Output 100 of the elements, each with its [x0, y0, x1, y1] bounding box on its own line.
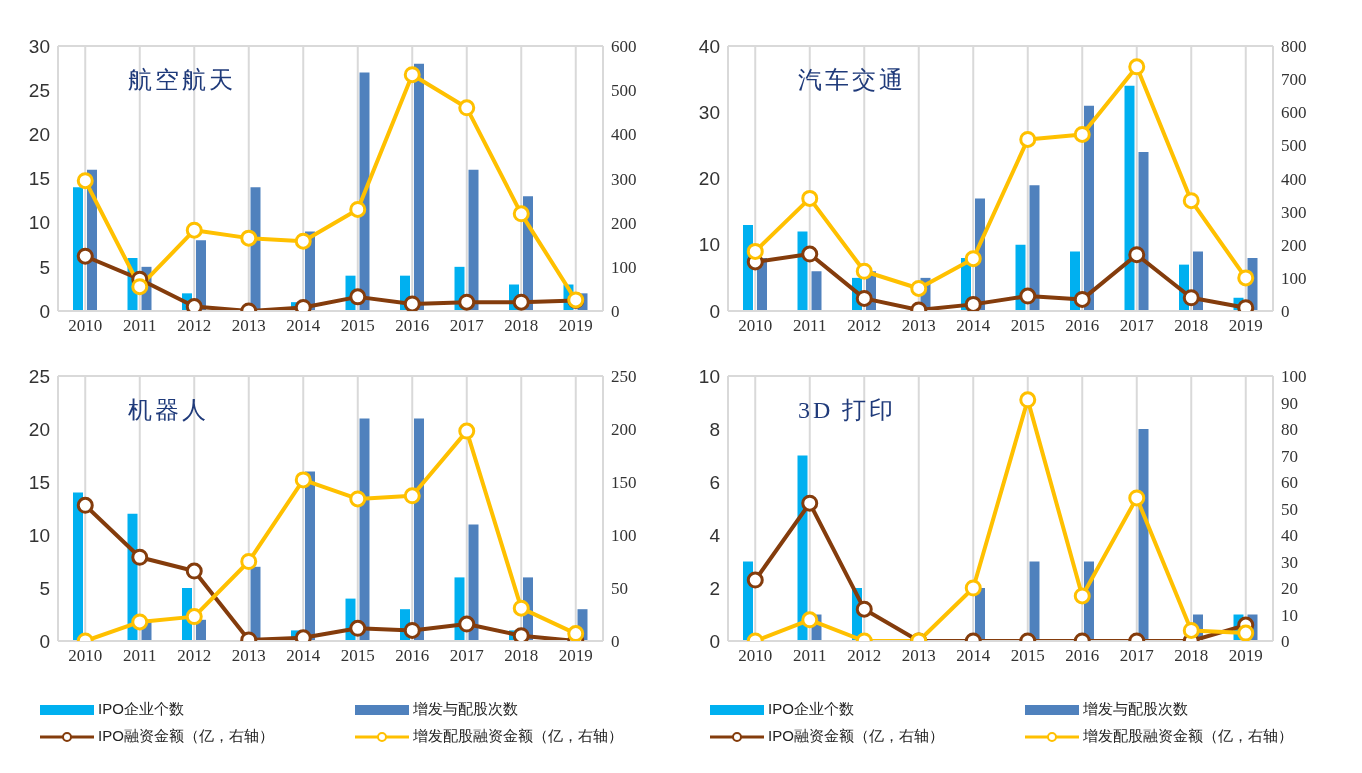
x-tick-label: 2013 — [901, 316, 936, 336]
y-tick-label: 20 — [28, 124, 50, 146]
x-tick-label: 2017 — [1119, 646, 1155, 666]
y-tick-label: 20 — [28, 418, 50, 440]
y-tick-label: 8 — [709, 418, 720, 440]
y2-tick-label: 60 — [1281, 473, 1298, 493]
x-tick-label: 2012 — [177, 316, 212, 336]
y-tick-label: 6 — [709, 471, 720, 493]
y2-tick-label: 250 — [611, 367, 637, 387]
y-tick-label: 2 — [709, 577, 720, 599]
x-tick-label: 2017 — [449, 646, 485, 666]
x-tick-label: 2017 — [449, 316, 485, 336]
y-tick-label: 30 — [28, 35, 50, 57]
y2-tick-label: 200 — [1281, 235, 1307, 255]
x-tick-label: 2017 — [1119, 316, 1155, 336]
y-tick-label: 0 — [39, 630, 50, 652]
text: 3D 打印 — [798, 396, 897, 425]
y-tick-label: 25 — [28, 365, 50, 387]
x-tick-label: 2016 — [1065, 316, 1100, 336]
x-tick-label: 2018 — [1174, 316, 1209, 336]
x-tick-label: 2016 — [395, 316, 430, 336]
y2-tick-label: 0 — [611, 302, 620, 322]
x-tick-label: 2011 — [123, 646, 157, 666]
x-tick-label: 2013 — [231, 646, 266, 666]
y2-tick-label: 500 — [611, 81, 637, 101]
x-tick-label: 2012 — [177, 646, 212, 666]
y-tick-label: 0 — [39, 300, 50, 322]
y2-tick-label: 0 — [1281, 632, 1290, 652]
y-tick-label: 0 — [709, 300, 720, 322]
text: 航空航天 — [128, 66, 236, 95]
y-tick-label: 15 — [28, 471, 50, 493]
y2-tick-label: 700 — [1281, 70, 1307, 90]
x-tick-label: 2013 — [231, 316, 266, 336]
x-tick-label: 2018 — [504, 646, 539, 666]
y-tick-label: 30 — [698, 102, 720, 123]
x-tick-label: 2011 — [123, 316, 157, 336]
x-tick-label: 2016 — [395, 646, 430, 666]
text: 机器人 — [128, 396, 209, 425]
x-tick-label: 2014 — [286, 316, 321, 336]
y2-tick-label: 400 — [611, 125, 637, 145]
y2-tick-label: 40 — [1281, 526, 1298, 546]
y2-tick-label: 0 — [611, 632, 620, 652]
y-tick-label: 5 — [39, 256, 50, 278]
y2-tick-label: 10 — [1281, 605, 1298, 625]
x-tick-label: 2010 — [68, 646, 103, 666]
y-tick-label: 10 — [698, 234, 720, 256]
x-tick-label: 2019 — [1228, 316, 1263, 336]
x-tick-label: 2018 — [1174, 646, 1209, 666]
x-tick-label: 2019 — [1228, 646, 1263, 666]
x-tick-label: 2014 — [956, 646, 991, 666]
y2-tick-label: 300 — [611, 169, 637, 189]
text: 汽车交通 — [798, 66, 906, 95]
y2-tick-label: 50 — [1281, 499, 1298, 519]
legend-label: IPO融资金额（亿，右轴） — [98, 727, 274, 746]
x-tick-label: 2013 — [901, 646, 936, 666]
x-tick-label: 2012 — [847, 316, 882, 336]
y-tick-label: 40 — [698, 35, 720, 57]
x-tick-label: 2010 — [68, 316, 103, 336]
legend-label: 增发配股融资金额（亿，右轴） — [1083, 727, 1293, 746]
legend-label: 增发配股融资金额（亿，右轴） — [413, 727, 623, 746]
y2-tick-label: 20 — [1281, 579, 1298, 599]
legend-label: IPO企业个数 — [98, 700, 184, 719]
y2-tick-label: 80 — [1281, 420, 1298, 440]
y2-tick-label: 600 — [611, 37, 637, 57]
x-tick-label: 2011 — [793, 316, 827, 336]
x-tick-label: 2016 — [1065, 646, 1100, 666]
y2-tick-label: 50 — [611, 579, 628, 599]
x-tick-label: 2015 — [1010, 646, 1045, 666]
x-tick-label: 2014 — [956, 316, 991, 336]
y2-tick-label: 600 — [1281, 103, 1307, 123]
x-tick-label: 2014 — [286, 646, 321, 666]
x-tick-label: 2019 — [558, 316, 593, 336]
y2-tick-label: 200 — [611, 213, 637, 233]
y2-tick-label: 100 — [1281, 367, 1307, 387]
x-tick-label: 2015 — [340, 316, 375, 336]
y2-tick-label: 70 — [1281, 446, 1298, 466]
y2-tick-label: 500 — [1281, 136, 1307, 156]
y-tick-label: 5 — [39, 577, 50, 599]
y2-tick-label: 800 — [1281, 37, 1307, 57]
legend-label: IPO企业个数 — [768, 700, 854, 719]
y2-tick-label: 100 — [611, 257, 637, 277]
y-tick-label: 15 — [28, 168, 50, 190]
y-tick-label: 10 — [698, 365, 720, 387]
y2-tick-label: 400 — [1281, 169, 1307, 189]
x-tick-label: 2010 — [738, 316, 773, 336]
y2-tick-label: 100 — [1281, 268, 1307, 288]
legend-label: 增发与配股次数 — [413, 700, 518, 719]
x-tick-label: 2010 — [738, 646, 773, 666]
y2-tick-label: 200 — [611, 420, 637, 440]
y-tick-label: 10 — [28, 524, 50, 546]
x-tick-label: 2018 — [504, 316, 539, 336]
y-tick-label: 10 — [28, 212, 50, 234]
y2-tick-label: 300 — [1281, 202, 1307, 222]
y2-tick-label: 90 — [1281, 393, 1298, 413]
y-tick-label: 0 — [709, 630, 720, 652]
x-tick-label: 2012 — [847, 646, 882, 666]
y-tick-label: 20 — [698, 168, 720, 190]
y2-tick-label: 100 — [611, 526, 637, 546]
y2-tick-label: 150 — [611, 473, 637, 493]
y2-tick-label: 0 — [1281, 302, 1290, 322]
